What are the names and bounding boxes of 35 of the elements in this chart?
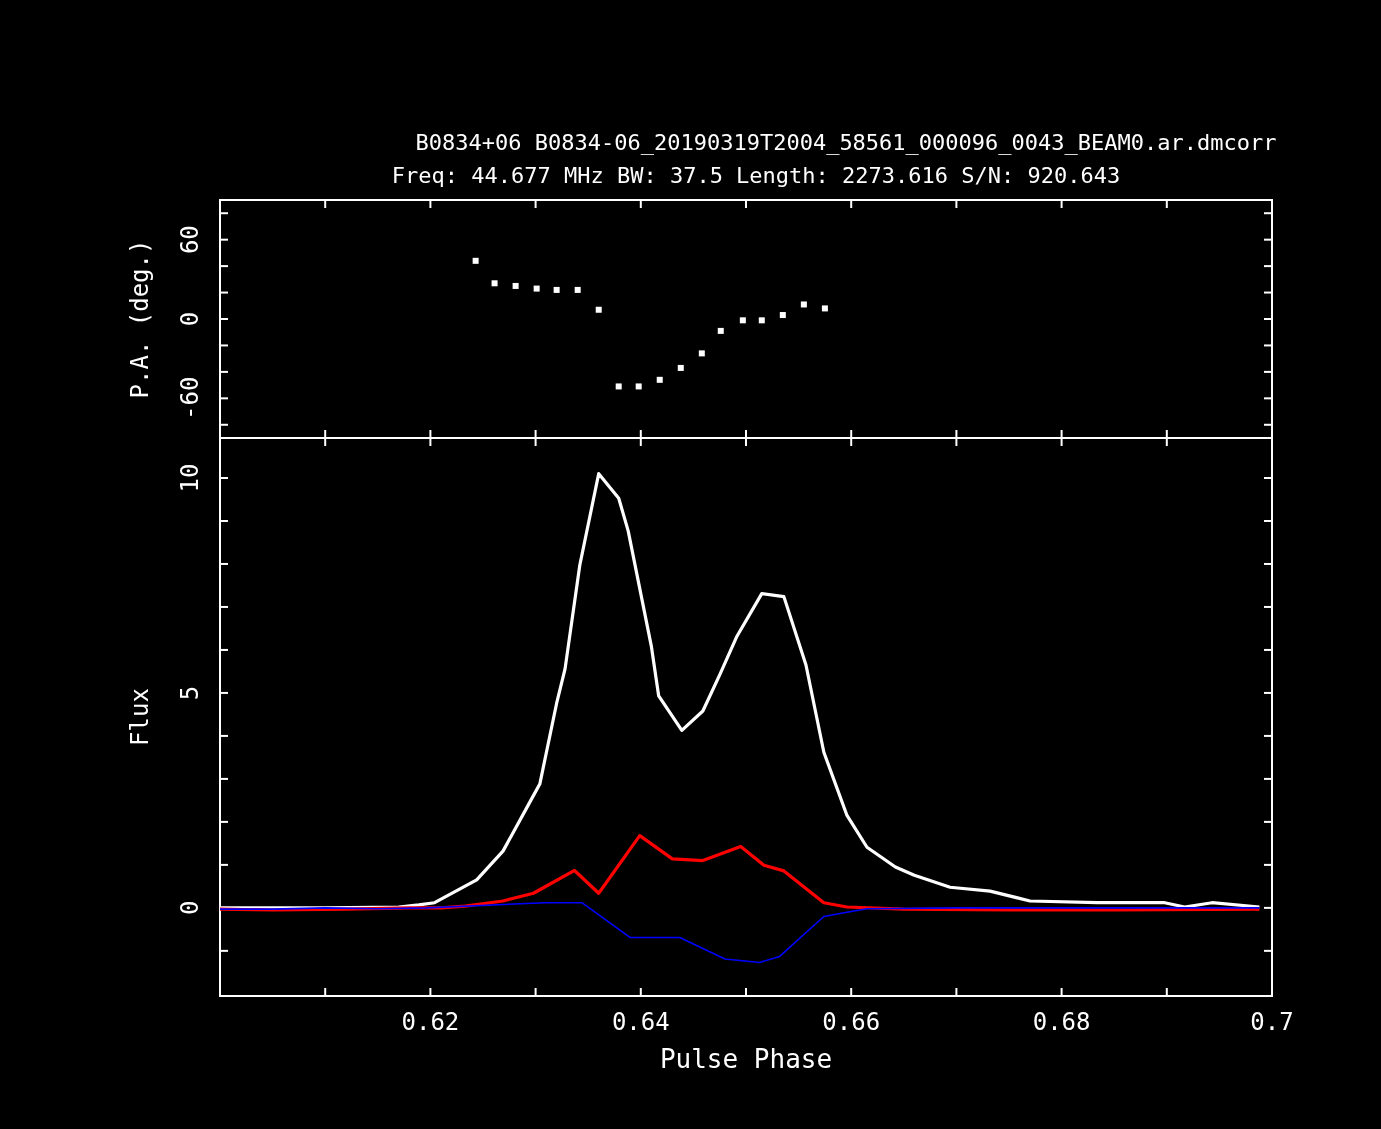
point [779,312,786,319]
point [472,257,479,264]
y-tick-label: -60 [176,376,204,421]
point [615,383,622,390]
x-tick-label: 0.62 [401,1008,460,1036]
point [595,306,602,313]
chart-subtitle: Freq: 44.677 MHz BW: 37.5 Length: 2273.616 S/N: 920.643 [391,163,1121,188]
point [821,305,828,312]
point [717,327,724,334]
point [739,317,746,324]
point [656,376,663,383]
x-tick-label: 0.66 [822,1008,881,1036]
y-axis-title: Flux [126,688,154,746]
x-tick-label: 0.64 [611,1008,670,1036]
y-tick-label: 5 [176,685,204,701]
point [635,383,642,390]
chart-title: B0834+06 B0834-06_20190319T2004_58561_000096_0043_BEAM0.ar.dmcorr [415,130,1277,155]
point [800,301,807,308]
point [758,317,765,324]
y-tick-label: 60 [176,225,204,255]
x-tick-label: 0.68 [1032,1008,1091,1036]
y-axis-title: P.A. (deg.) [126,239,154,399]
y-tick-label: 10 [176,463,204,493]
point [553,286,560,293]
point [533,285,540,292]
point [491,280,498,287]
point [698,350,705,357]
y-tick-label: 0 [176,311,204,327]
point [574,286,581,293]
y-tick-label: 0 [176,900,204,916]
point [512,282,519,289]
point [677,364,684,371]
x-axis-title: Pulse Phase [659,1044,833,1074]
x-tick-label: 0.7 [1250,1008,1294,1036]
line-series [220,901,1261,964]
